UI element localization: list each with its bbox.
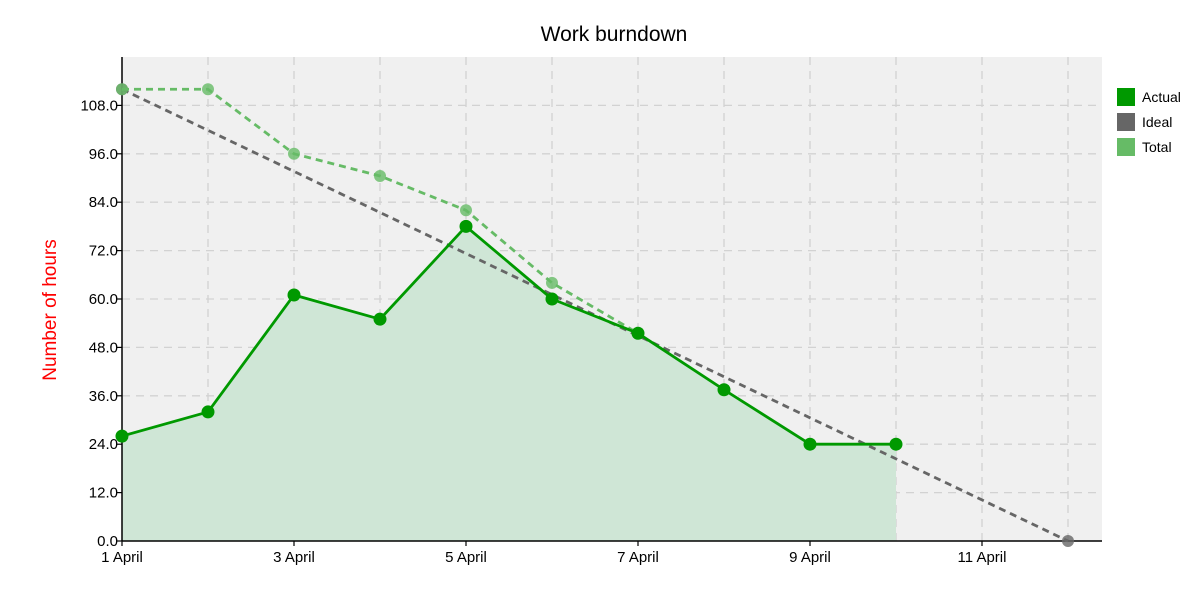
legend-label-actual: Actual	[1142, 89, 1181, 105]
ideal-line	[121, 88, 1069, 543]
actual-line	[121, 224, 896, 446]
y-tick-label: 84.0	[89, 194, 118, 211]
legend-swatch-ideal	[1117, 113, 1135, 131]
actual-point	[803, 437, 817, 451]
x-tick-label: 7 April	[617, 549, 659, 566]
y-tick-label: 36.0	[89, 388, 118, 405]
actual-point	[631, 326, 645, 340]
total-point	[374, 169, 386, 182]
y-tick-label: 96.0	[89, 146, 118, 163]
y-tick-label: 48.0	[89, 339, 118, 356]
y-tick-label: 60.0	[89, 291, 118, 308]
plot-area: 0.0 12.0 24.0 36.0 48.0 60.0 72.0 84.0 96.0 108.0…	[80, 57, 1102, 566]
legend-label-total: Total	[1142, 139, 1172, 155]
x-tick-label: 11 April	[958, 549, 1007, 566]
y-tick-label: 108.0	[80, 97, 118, 114]
total-point	[460, 204, 472, 217]
total-point	[202, 83, 214, 96]
actual-area-fill	[122, 226, 896, 541]
legend-swatch-total	[1117, 138, 1135, 156]
total-point	[116, 83, 128, 96]
chart-title: Work burndown	[541, 23, 688, 46]
actual-point	[545, 292, 559, 306]
y-axis-label: Number of hours	[40, 239, 61, 381]
actual-point	[889, 437, 903, 451]
x-tick-label: 3 April	[273, 549, 315, 566]
actual-point	[201, 405, 215, 419]
y-tick-label: 0.0	[97, 533, 118, 550]
total-point	[546, 276, 558, 289]
y-tick-label: 72.0	[89, 243, 118, 260]
y-tick-label: 24.0	[89, 436, 118, 453]
legend: Actual Ideal Total	[1117, 88, 1181, 156]
actual-point	[459, 219, 473, 233]
actual-point	[373, 312, 387, 326]
actual-point	[717, 383, 731, 397]
actual-point	[115, 429, 129, 443]
x-tick-label: 5 April	[445, 549, 487, 566]
total-point	[288, 147, 300, 160]
legend-label-ideal: Ideal	[1142, 114, 1172, 130]
actual-point	[287, 288, 301, 302]
y-tick-label: 12.0	[89, 485, 118, 502]
x-tick-label: 9 April	[789, 549, 831, 566]
legend-swatch-actual	[1117, 88, 1135, 106]
ideal-point	[1062, 535, 1074, 547]
x-tick-label: 1 April	[101, 549, 143, 566]
